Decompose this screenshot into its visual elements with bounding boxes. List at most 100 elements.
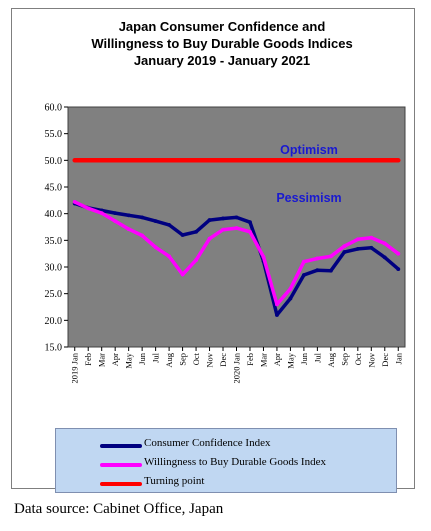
x-tick-label: Aug	[164, 352, 174, 367]
data-point-series-1	[140, 233, 145, 238]
data-point-series-0	[342, 250, 347, 254]
x-tick-label: May	[124, 352, 134, 368]
legend-swatch-turning-point	[100, 482, 142, 486]
pessimism-annotation: Pessimism	[276, 191, 341, 205]
x-tick-label: Apr	[272, 353, 282, 366]
x-tick-label: 2019 Jan	[70, 352, 80, 383]
legend-item-willingness: Willingness to Buy Durable Goods Index	[56, 456, 396, 472]
x-tick-label: Feb	[83, 353, 93, 366]
data-point-series-1	[72, 200, 77, 204]
x-tick-label: Sep	[339, 353, 349, 366]
legend-swatch-willingness	[100, 463, 142, 467]
chart-title-line-3: January 2019 - January 2021	[133, 53, 311, 68]
data-point-series-0	[288, 296, 293, 301]
data-point-series-0	[126, 213, 131, 218]
legend-item-turning-point: Turning point	[56, 475, 396, 491]
data-point-series-1	[369, 235, 374, 240]
x-tick-label: May	[285, 352, 295, 368]
data-point-series-0	[355, 246, 360, 251]
data-point-series-1	[126, 227, 131, 232]
data-point-series-0	[315, 268, 320, 273]
x-tick-label: Dec	[380, 353, 390, 367]
data-point-series-0	[140, 215, 145, 220]
data-point-series-1	[153, 245, 158, 250]
x-tick-label: Jun	[299, 352, 309, 365]
data-point-series-1	[234, 226, 239, 230]
x-tick-label: Oct	[353, 352, 363, 365]
data-point-series-1	[207, 236, 212, 241]
legend-label-turning-point: Turning point	[144, 475, 205, 487]
chart-title: Japan Consumer Confidence and Willingnes…	[52, 18, 392, 69]
data-point-series-1	[315, 256, 320, 261]
optimism-annotation: Optimism	[280, 143, 338, 157]
chart-title-line-1: Japan Consumer Confidence and	[118, 19, 326, 34]
x-tick-label: Jul	[151, 352, 161, 363]
data-point-series-0	[167, 222, 172, 227]
x-tick-label: 2020 Jan	[232, 352, 242, 383]
legend-item-consumer-confidence: Consumer Confidence Index	[56, 437, 396, 453]
data-point-series-1	[342, 244, 347, 249]
chart-svg: 60.0 55.0 50.0 45.0 40.0 35.0 30.0 25.0 20.0 15.0…	[45, 103, 406, 383]
legend-swatch-consumer-confidence	[100, 444, 142, 448]
x-tick-label: Nov	[205, 352, 215, 367]
y-tick-label: 25.0	[45, 289, 63, 300]
y-tick-label: 60.0	[45, 103, 63, 114]
data-source-note: Data source: Cabinet Office, Japan	[14, 501, 224, 517]
y-tick-label: 30.0	[45, 263, 63, 274]
data-point-series-1	[261, 254, 266, 259]
data-point-series-0	[382, 255, 387, 260]
legend-label-willingness: Willingness to Buy Durable Goods Index	[144, 456, 326, 468]
data-point-series-0	[234, 215, 239, 220]
data-point-series-0	[221, 216, 225, 221]
y-tick-label: 50.0	[45, 156, 63, 167]
data-point-series-0	[207, 218, 212, 222]
x-tick-label: Sep	[178, 353, 188, 366]
data-point-series-0	[396, 267, 401, 272]
data-point-series-1	[99, 211, 104, 216]
data-point-series-1	[248, 229, 252, 234]
data-point-series-0	[153, 219, 158, 224]
y-tick-label: 20.0	[45, 316, 63, 327]
x-tick-label: Feb	[245, 353, 255, 366]
x-tick-label: Mar	[97, 353, 107, 367]
data-point-series-0	[113, 211, 118, 216]
x-tick-label: Jun	[137, 352, 147, 365]
data-point-series-0	[180, 233, 185, 237]
x-tick-label: Jan	[393, 352, 403, 364]
data-point-series-1	[301, 259, 306, 264]
data-point-series-1	[113, 219, 118, 224]
x-tick-label: Jul	[312, 352, 322, 363]
data-point-series-0	[301, 273, 306, 277]
y-tick-label: 55.0	[45, 129, 63, 140]
data-point-series-1	[382, 241, 387, 246]
data-point-series-1	[167, 254, 172, 259]
data-point-series-1	[180, 272, 185, 277]
y-tick-label: 45.0	[45, 183, 63, 194]
data-point-series-1	[288, 286, 293, 291]
chart-frame: Japan Consumer Confidence and Willingnes…	[11, 8, 415, 493]
data-point-series-0	[275, 313, 279, 317]
x-tick-label: Dec	[218, 353, 228, 367]
data-point-series-1	[221, 227, 225, 232]
data-point-series-1	[275, 302, 279, 307]
x-tick-label: Aug	[326, 352, 336, 367]
x-tick-label: Apr	[110, 353, 120, 366]
y-tick-label: 15.0	[45, 343, 63, 354]
data-point-series-1	[328, 254, 333, 259]
legend: Consumer Confidence Index Willingness to…	[55, 428, 397, 493]
chart-title-line-2: Willingness to Buy Durable Goods Indices	[91, 36, 353, 51]
y-tick-label: 35.0	[45, 236, 63, 247]
data-point-series-0	[194, 229, 198, 234]
data-point-series-1	[355, 237, 360, 242]
legend-label-consumer-confidence: Consumer Confidence Index	[144, 437, 271, 449]
data-point-series-1	[396, 251, 401, 256]
data-point-series-1	[86, 206, 91, 211]
data-point-series-1	[194, 258, 198, 262]
x-tick-label: Nov	[366, 352, 376, 367]
x-tick-label: Mar	[258, 353, 268, 367]
data-point-series-0	[248, 220, 252, 225]
data-point-series-0	[369, 245, 374, 250]
data-point-series-0	[328, 268, 333, 273]
y-tick-label: 40.0	[45, 209, 63, 220]
x-tick-label: Oct	[191, 352, 201, 365]
